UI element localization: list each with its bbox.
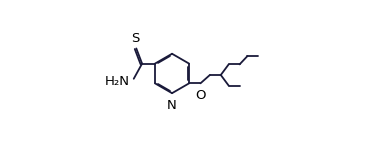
Text: N: N [167,99,177,112]
Text: O: O [196,89,206,102]
Text: H₂N: H₂N [105,75,130,88]
Text: S: S [131,32,139,45]
